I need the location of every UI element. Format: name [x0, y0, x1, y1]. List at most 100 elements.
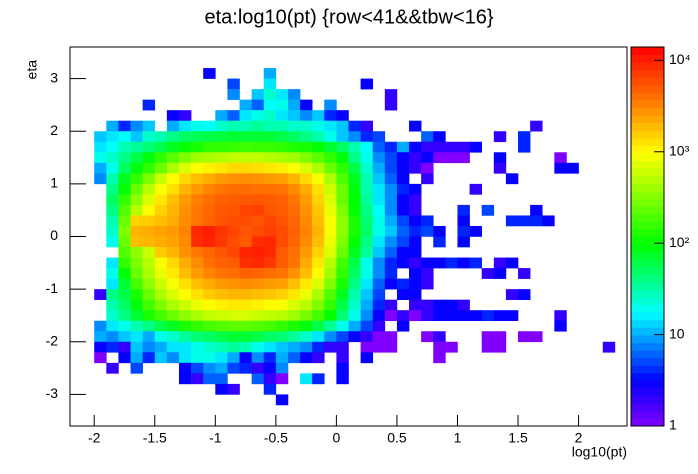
heatmap-cell: [166, 257, 180, 269]
heatmap-cell: [191, 152, 204, 164]
heatmap-cell: [372, 141, 386, 153]
heatmap-cell: [142, 247, 156, 258]
heatmap-cell: [239, 247, 252, 258]
color-bar-step: [631, 130, 664, 139]
heatmap-cell: [384, 236, 398, 248]
heatmap-cell: [457, 215, 470, 227]
heatmap-cell: [287, 268, 301, 279]
heatmap-cell: [602, 341, 616, 353]
heatmap-cell: [154, 173, 168, 185]
heatmap-cell: [130, 236, 143, 248]
heatmap-cell: [191, 310, 204, 322]
heatmap-cell: [203, 141, 216, 153]
heatmap-cell: [396, 215, 410, 227]
heatmap-cell: [227, 204, 240, 216]
heatmap-cell: [348, 320, 361, 332]
heatmap-cell: [300, 173, 313, 185]
heatmap-cell: [348, 247, 361, 258]
heatmap-cell: [505, 289, 519, 300]
heatmap-cell: [421, 215, 434, 227]
heatmap-cell: [178, 373, 192, 385]
heatmap-cell: [336, 257, 349, 269]
heatmap-cell: [251, 120, 265, 132]
heatmap-cell: [106, 299, 119, 311]
heatmap-cell: [360, 352, 374, 364]
heatmap-cell: [518, 141, 531, 153]
heatmap-cell: [409, 152, 422, 164]
heatmap-cell: [384, 99, 398, 111]
heatmap-cell: [94, 162, 107, 174]
heatmap-cell: [154, 278, 168, 290]
heatmap-cell: [142, 120, 156, 132]
heatmap-cell: [251, 162, 265, 174]
heatmap-cell: [166, 320, 180, 332]
heatmap-cell: [372, 162, 386, 174]
heatmap-cell: [372, 183, 386, 195]
heatmap-cell: [336, 204, 349, 216]
heatmap-cell: [178, 225, 192, 237]
heatmap-cell: [178, 310, 192, 322]
heatmap-cell: [384, 331, 398, 343]
heatmap-cell: [251, 152, 265, 164]
heatmap-cell: [372, 299, 386, 311]
heatmap-cell: [360, 152, 374, 164]
heatmap-cell: [130, 247, 143, 258]
color-bar-step: [631, 327, 664, 336]
heatmap-cell: [287, 110, 301, 121]
heatmap-cell: [142, 99, 156, 111]
heatmap-cell: [360, 299, 374, 311]
heatmap-cell: [142, 236, 156, 248]
heatmap-cell: [178, 320, 192, 332]
heatmap-cell: [203, 236, 216, 248]
heatmap-cell: [336, 247, 349, 258]
heatmap-cell: [384, 173, 398, 185]
heatmap-cell: [312, 194, 325, 206]
heatmap-cell: [287, 341, 301, 353]
heatmap-cell: [178, 204, 192, 216]
color-bar-step: [631, 84, 664, 93]
heatmap-cell: [312, 236, 325, 248]
heatmap-cell: [118, 257, 131, 269]
heatmap-cell: [215, 183, 228, 195]
heatmap-cell: [142, 225, 156, 237]
heatmap-cell: [215, 341, 228, 353]
heatmap-cell: [324, 120, 337, 132]
heatmap-cell: [106, 236, 119, 248]
heatmap-cell: [215, 141, 228, 153]
heatmap-cell: [396, 152, 410, 164]
heatmap-cell: [203, 120, 216, 132]
color-bar-step: [631, 47, 664, 55]
heatmap-cell: [348, 194, 361, 206]
z-tick-label: 10²: [669, 234, 690, 250]
color-bar-step: [631, 115, 664, 124]
heatmap-cell: [94, 341, 107, 353]
heatmap-cell: [166, 215, 180, 227]
heatmap-cell: [251, 236, 265, 248]
heatmap-cell: [433, 310, 446, 322]
heatmap-cell: [215, 247, 228, 258]
heatmap-cell: [457, 204, 470, 216]
heatmap-cell: [239, 131, 252, 143]
heatmap-cell: [324, 110, 337, 121]
heatmap-cell: [191, 331, 204, 343]
heatmap-cell: [227, 225, 240, 237]
x-tick-label: 1: [454, 430, 462, 446]
heatmap-cell: [384, 152, 398, 164]
heatmap-cell: [336, 173, 349, 185]
heatmap-cell: [166, 173, 180, 185]
heatmap-cell: [263, 110, 277, 121]
heatmap-cell: [384, 141, 398, 153]
heatmap-cell: [324, 215, 337, 227]
heatmap-cell: [178, 141, 192, 153]
heatmap-cell: [191, 131, 204, 143]
heatmap-cell: [312, 278, 325, 290]
heatmap-cell: [312, 289, 325, 300]
heatmap-cell: [324, 310, 337, 322]
heatmap-cell: [372, 236, 386, 248]
heatmap-cell: [239, 278, 252, 290]
color-bar-step: [631, 160, 664, 169]
heatmap-cell: [312, 247, 325, 258]
heatmap-cell: [409, 225, 422, 237]
heatmap-cell: [287, 141, 301, 153]
heatmap-cell: [251, 341, 265, 353]
